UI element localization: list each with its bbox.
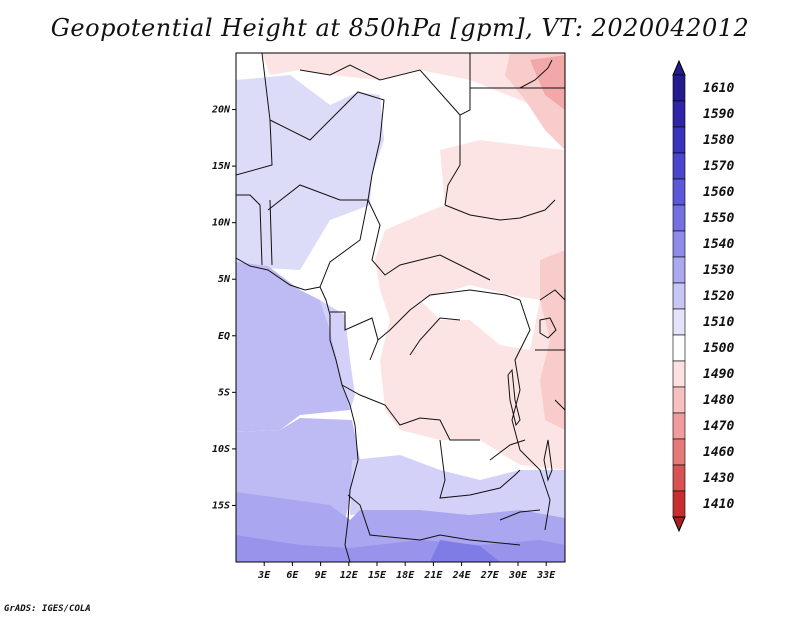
x-tick-label: 15E (368, 570, 387, 581)
coastline-west-africa (236, 257, 359, 562)
border-sudan-south-sudan (444, 199, 556, 221)
border-congo-drc (377, 289, 521, 341)
x-tick-label: 30E (508, 570, 528, 581)
colorbar-label: 1550 (703, 211, 734, 226)
border-libya-chad (444, 53, 471, 206)
colorbar-label: 1510 (703, 315, 734, 330)
colorbar: 1610 1590 1580 1570 1560 1550 1540 1530 1520 1510… (672, 59, 734, 533)
colorbar-swatch-1550 (672, 204, 686, 232)
field-1520-southeast (350, 455, 565, 520)
colorbar-swatch-1540 (672, 230, 686, 258)
border-chad-car (367, 199, 491, 281)
y-tick-label: 10N (212, 218, 231, 229)
x-tick-label: 33E (536, 570, 556, 581)
colorbar-swatch-1490 (672, 360, 686, 388)
x-tick-label: 3E (257, 570, 271, 581)
x-axis-ticks: 3E 6E 9E 12E 15E 18E 21E 24E 27E 30E 33E (257, 562, 556, 581)
y-tick-label: 5S (218, 387, 230, 398)
x-tick-label: 12E (340, 570, 359, 581)
colorbar-bottom-arrow (672, 516, 686, 533)
y-tick-label: EQ (218, 331, 230, 342)
colorbar-swatch-1510 (672, 308, 686, 336)
colorbar-swatch-1560 (672, 178, 686, 206)
y-tick-label: 5N (218, 274, 231, 285)
field-1520-northwest (236, 75, 384, 270)
y-tick-label: 20N (211, 105, 231, 116)
colorbar-swatch-1410 (672, 490, 686, 518)
colorbar-label: 1430 (703, 471, 734, 486)
congo-river (409, 317, 461, 356)
y-tick-label: 15N (212, 161, 231, 172)
lake-malawi (543, 439, 553, 482)
border-nigeria (267, 184, 369, 288)
colorbar-label: 1490 (703, 367, 734, 382)
border-east-africa (535, 289, 565, 411)
field-1560-pocket (430, 540, 500, 562)
colorbar-label: 1410 (703, 497, 734, 512)
colorbar-swatch-1590 (672, 100, 686, 128)
colorbar-swatch-1430 (672, 464, 686, 492)
border-cameroon-gabon (330, 311, 379, 361)
colorbar-swatch-1530 (672, 256, 686, 284)
colorbar-swatch-1500 (672, 334, 686, 362)
border-mali-niger (269, 91, 385, 201)
field-1500-basin (420, 285, 540, 350)
colorbar-swatch-1520 (672, 282, 686, 310)
colorbar-label: 1580 (703, 133, 734, 148)
colorbar-label: 1520 (703, 289, 734, 304)
border-ghana-togo (236, 194, 273, 266)
y-axis-ticks: 20N 15N 10N 5N EQ 5S 10S 15S (211, 105, 236, 511)
border-angola-zambia (439, 439, 521, 499)
colorbar-swatch-1580 (672, 126, 686, 154)
credit-text: GrADS: IGES/COLA (4, 604, 91, 614)
colorbar-label: 1590 (703, 107, 734, 122)
x-tick-label: 6E (286, 570, 299, 581)
field-1490-north (262, 53, 565, 120)
field-1480-east2 (540, 250, 565, 430)
field-1520-coast (320, 300, 355, 410)
red-sea-coast (519, 59, 553, 89)
country-borders (236, 53, 565, 562)
colorbar-swatch-1480 (672, 386, 686, 414)
height-field (236, 53, 565, 562)
colorbar-label: 1460 (703, 445, 734, 460)
x-tick-label: 24E (452, 570, 472, 581)
colorbar-swatch-1470 (672, 412, 686, 440)
border-mauritania-mali (236, 53, 273, 176)
colorbar-label: 1500 (703, 341, 734, 356)
x-tick-label: 9E (315, 570, 328, 581)
x-tick-label: 27E (480, 570, 500, 581)
colorbar-swatch-1610 (672, 74, 686, 102)
colorbar-label: 1530 (703, 263, 734, 278)
border-namibia (347, 494, 521, 546)
lake-tanganyika (507, 368, 521, 427)
colorbar-label: 1610 (703, 81, 734, 96)
field-1540-south (236, 492, 565, 562)
colorbar-top-arrow (672, 59, 686, 76)
colorbar-swatch-1570 (672, 152, 686, 180)
x-tick-label: 18E (396, 570, 415, 581)
lake-victoria (539, 317, 557, 339)
y-tick-label: 10S (212, 444, 230, 455)
colorbar-label: 1560 (703, 185, 734, 200)
map-title: Geopotential Height at 850hPa [gpm], VT:… (50, 14, 750, 42)
colorbar-label: 1570 (703, 159, 734, 174)
colorbar-swatch-1460 (672, 438, 686, 466)
colorbar-label: 1480 (703, 393, 734, 408)
zambezi-basin (489, 439, 541, 521)
field-1470-ne (530, 55, 565, 110)
border-niger-algeria (299, 64, 461, 116)
x-tick-label: 21E (423, 570, 443, 581)
border-east-lakes (511, 299, 551, 531)
colorbar-label: 1470 (703, 419, 734, 434)
border-drc-angola (341, 384, 480, 441)
colorbar-label: 1540 (703, 237, 734, 252)
y-tick-label: 15S (212, 500, 230, 511)
plot-frame (235, 52, 566, 563)
